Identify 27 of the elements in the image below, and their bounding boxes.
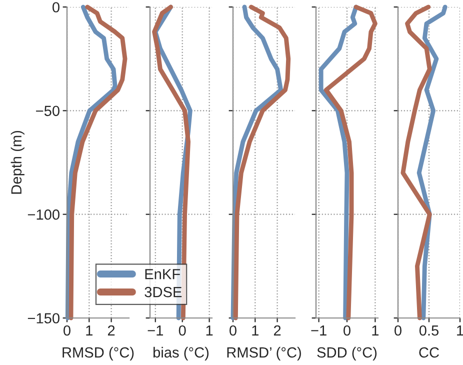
y-tick-label: 0 [52,2,60,12]
x-tick-label: 1 [457,325,463,336]
x-tick-label: 1 [206,325,213,336]
legend-label: EnKF [145,269,180,280]
x-tick-label: −1 [148,325,163,336]
y-tick-label: −50 [36,106,60,116]
x-tick-label: 0 [344,325,350,336]
x-tick-label: 2 [108,325,115,336]
x-axis-title: bias (°C) [154,346,209,360]
x-tick-label: 0 [230,325,236,336]
x-axis-title: RMSD’ (°C) [227,346,301,360]
x-tick-label: 1 [252,325,258,336]
y-axis-title: Depth (m) [10,130,24,194]
x-tick-label: −1 [311,325,326,336]
x-tick-label: 1 [372,325,379,336]
x-tick-label: 0 [394,325,402,336]
x-axis-title: RMSD (°C) [62,346,134,360]
y-tick-label: −100 [28,209,60,220]
y-tick-label: −150 [28,313,60,324]
x-tick-label: 0.5 [419,325,439,336]
x-tick-label: 1 [86,325,92,336]
x-axis-title: SDD (°C) [317,346,377,360]
x-axis-title: CC [419,347,439,358]
x-tick-label: 0 [178,325,186,336]
x-tick-label: 2 [274,325,281,336]
legend-label: 3DSE [144,286,182,298]
x-tick-label: 0 [64,325,70,336]
